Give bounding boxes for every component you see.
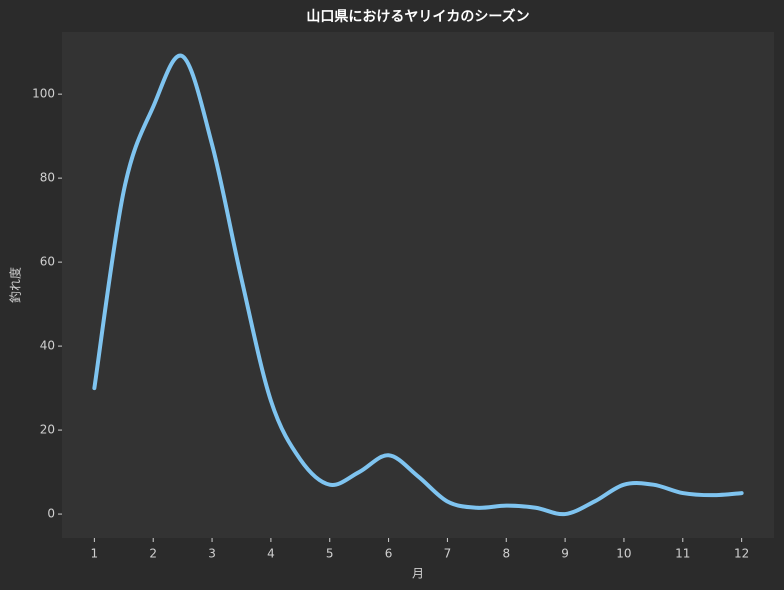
x-tick-label: 11 bbox=[675, 547, 690, 561]
plot-area bbox=[62, 32, 774, 538]
x-tick-label: 5 bbox=[326, 547, 334, 561]
x-tick-label: 6 bbox=[385, 547, 393, 561]
y-axis-label: 釣れ度 bbox=[8, 267, 23, 303]
x-axis-label: 月 bbox=[412, 567, 424, 581]
x-tick-label: 3 bbox=[208, 547, 216, 561]
x-tick-label: 10 bbox=[616, 547, 631, 561]
x-tick-label: 1 bbox=[91, 547, 99, 561]
x-tick-label: 9 bbox=[561, 547, 569, 561]
y-tick-label: 80 bbox=[40, 171, 55, 185]
line bbox=[92, 53, 744, 517]
x-tick-label: 7 bbox=[444, 547, 452, 561]
x-tick-label: 12 bbox=[734, 547, 749, 561]
y-tick-label: 40 bbox=[40, 339, 55, 353]
x-tick-label: 8 bbox=[502, 547, 510, 561]
chart-title: 山口県におけるヤリイカのシーズン bbox=[306, 8, 529, 25]
y-tick-label: 60 bbox=[40, 255, 55, 269]
x-tick-label: 2 bbox=[149, 547, 157, 561]
y-tick-label: 100 bbox=[32, 87, 55, 101]
x-tick-label: 4 bbox=[267, 547, 275, 561]
y-tick-label: 20 bbox=[40, 423, 55, 437]
y-tick-label: 0 bbox=[47, 507, 55, 521]
